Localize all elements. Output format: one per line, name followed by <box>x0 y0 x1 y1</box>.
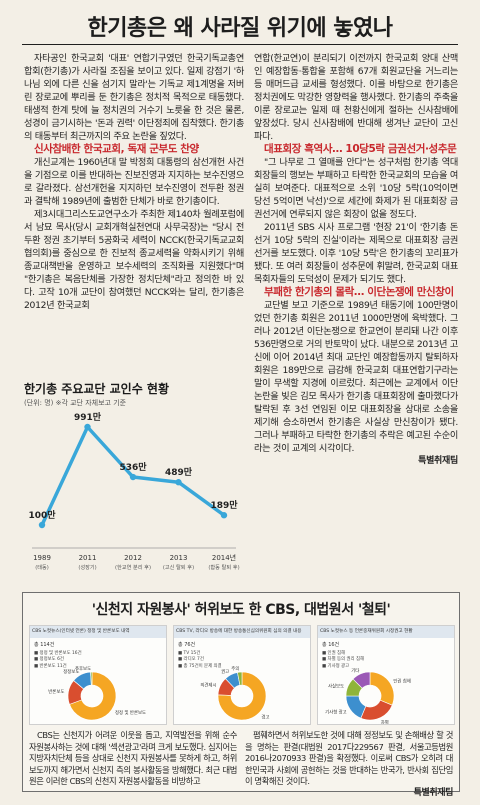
category-label: 1989 <box>33 554 51 562</box>
data-point <box>220 512 228 519</box>
data-point <box>38 521 46 529</box>
data-label: 100만 <box>28 509 56 521</box>
donut-slice <box>90 671 93 686</box>
box-right-paragraph: 폄훼하면서 허위보도한 것에 대해 정정보도 및 손해배상 할 것을 명하는 판… <box>245 730 453 787</box>
panel-row: ■ 반론보도 11건 <box>34 663 67 669</box>
panel1-total: 총 114건 <box>34 642 55 648</box>
donut-slice <box>217 671 267 721</box>
donut-slice <box>69 671 117 721</box>
box-right-text: 폄훼하면서 허위보도한 것에 대해 정정보도 및 손해배상 할 것을 명하는 판… <box>245 730 453 800</box>
data-point <box>175 479 182 486</box>
panel-row: ■ 기사형 광고 <box>322 663 350 669</box>
box-left-paragraph: CBS는 신천지가 어려운 이웃을 돕고, 지역발전을 위해 순수 자원봉사하는… <box>29 730 237 787</box>
panel-row: ■ 인권 침해 <box>322 651 346 656</box>
panel1-header: CBS 노컷뉴스(인터넷 언론) 정정 및 반론보도 내역 <box>30 626 166 638</box>
donut-label: 기타 <box>351 667 359 674</box>
box-byline: 특별취재팀 <box>413 787 454 798</box>
section2-paragraph-2: 2011년 SBS 시사 프로그램 '현장 21'이 '한기총 돈선거 10당 … <box>254 222 458 285</box>
headline: 한기총은 왜 사라질 위기에 놓였나 <box>87 16 394 41</box>
panel-row: ■ 정정 및 반론보도 16건 <box>34 651 82 656</box>
section3-title: 부패한 한기총의 몰락… 이단논쟁에 만신창이 <box>264 286 454 298</box>
section2-title: 대표회장 흑역사… 10당5락 금권선거·성추문 <box>264 143 457 155</box>
donut-label: 차별 <box>381 719 389 724</box>
data-label: 991만 <box>74 411 102 423</box>
donut-label: 권고 <box>221 668 229 675</box>
donut-slice <box>369 671 395 706</box>
panel-row: ■ 차별 등의 권리 침해 <box>322 657 365 663</box>
donut-label: 정정보도 <box>63 668 79 675</box>
chart-title: 한기총 주요교단 교인수 현황 <box>24 382 170 396</box>
data-point <box>84 423 91 431</box>
donut-label: 추후보도 <box>75 666 91 672</box>
donut-label: 반론보도 <box>48 688 64 695</box>
panel-row: ■ TV 15건 <box>178 651 201 656</box>
category-note: (태동) <box>35 563 49 571</box>
donut-label: 의견제시 <box>200 681 216 688</box>
donut-slice <box>237 671 243 686</box>
headline-rule <box>22 44 458 45</box>
panel3-total: 총 16건 <box>322 642 340 648</box>
section2-paragraph-1: "그 나무로 그 열매를 안다"는 성구처럼 한기총 역대 회장들의 행보는 부… <box>254 157 458 220</box>
section1-paragraph-2: 제3시대그리스도교연구소가 주최한 제140차 월례포럼에서 남묘 목사(당시 … <box>24 209 244 311</box>
box-title: '신천지 자원봉사' 허위보도 한 CBS, 대법원서 '철퇴' <box>91 602 391 618</box>
category-label: 2012 <box>124 554 142 562</box>
donut-label: 경고 <box>261 713 269 720</box>
data-label: 489만 <box>165 466 193 478</box>
category-note: (성장기) <box>78 563 96 571</box>
panel-row: ■ 라디오 7건 <box>178 657 204 663</box>
donut-label: 사실보도 <box>328 682 344 689</box>
left-column: 자타공인 한국교회 '대표' 연합기구였던 한국기독교총연합회(한기총)가 사라… <box>24 52 244 312</box>
donut-label: 주의 <box>231 665 239 672</box>
data-label: 189만 <box>210 499 238 511</box>
panel3-rows: ■ 인권 침해 ■ 차별 등의 권리 침해 ■ 기사형 광고 <box>322 651 454 670</box>
section1-paragraph-1: 개신교계는 1960년대 말 박정희 대통령의 삼선개헌 사건을 기점으로 이를… <box>24 157 244 207</box>
panel2-header: CBS TV, 라디오 방송에 대한 방송통신심의위원회 심의 의결 내용 <box>174 626 310 638</box>
data-label: 536만 <box>119 461 147 473</box>
panel1-rows: ■ 정정 및 반론보도 16건 ■ 정정보도 6건 ■ 반론보도 11건 <box>34 651 166 670</box>
intro-paragraph: 자타공인 한국교회 '대표' 연합기구였던 한국기독교총연합회(한기총)가 사라… <box>24 53 244 142</box>
panel-noccut: CBS 노컷뉴스(인터넷 언론) 정정 및 반론보도 내역 총 114건 ■ 정… <box>29 625 167 725</box>
donut-label: 기사형 광고 <box>325 709 347 716</box>
category-label: 2014년 <box>212 553 236 562</box>
right-intro-paragraph: 연합(한교연)이 분리되기 이전까지 한국교회 양대 산맥인 예장합동·통합을 … <box>254 53 458 142</box>
category-note: (한교연 분리 후) <box>115 563 151 571</box>
category-label: 2011 <box>79 554 97 562</box>
panel-row: ■ 정정보도 6건 <box>34 657 64 663</box>
donut-label: 인권 침해 <box>393 677 411 684</box>
chart-plot: 100만 1989(태동) 991만 2011(성장기) 536만 2012(한교연 분리… <box>28 411 239 571</box>
right-column: 연합(한교연)이 분리되기 이전까지 한국교회 양대 산맥인 예장합동·통합을 … <box>254 52 458 468</box>
panel-arbitration: CBS 노컷뉴스 등 언론중재위원회 시정권고 현황 총 16건 ■ 인권 침해… <box>317 625 455 725</box>
donut-slice <box>352 671 371 689</box>
panel3-header: CBS 노컷뉴스 등 언론중재위원회 시정권고 현황 <box>318 626 454 638</box>
cbs-box: '신천지 자원봉사' 허위보도 한 CBS, 대법원서 '철퇴' CBS 노컷뉴… <box>22 592 460 798</box>
box-left-text: CBS는 신천지가 어려운 이웃을 돕고, 지역발전을 위해 순수 자원봉사하는… <box>29 730 237 788</box>
members-chart: 한기총 주요교단 교인수 현황 (단위: 명) ※각 교단 자체보고 기준 10… <box>24 380 244 585</box>
donut-label: 정정 및 반론보도 <box>115 709 146 716</box>
data-point <box>129 473 137 481</box>
category-label: 2013 <box>170 554 188 562</box>
category-note: (고신 탈퇴 후) <box>163 563 194 571</box>
panel-row: ■ 총 75건이 문제 의결 <box>178 663 222 669</box>
panel2-total: 총 76건 <box>178 642 196 648</box>
section1-title: 신사참배한 한국교회, 독재 군부도 찬양 <box>34 143 199 155</box>
chart-subtitle: (단위: 명) ※각 교단 자체보고 기준 <box>24 399 127 407</box>
panel-broadcast: CBS TV, 라디오 방송에 대한 방송통신심의위원회 심의 의결 내용 총 … <box>173 625 311 725</box>
section3-paragraph-1: 교단별 보고 기준으로 1989년 태동기에 100만명이었던 한기총 회원은 … <box>254 300 458 454</box>
donut-slice <box>360 699 393 721</box>
panel2-rows: ■ TV 15건 ■ 라디오 7건 ■ 총 75건이 문제 의결 <box>178 651 310 670</box>
category-note: (합동 탈퇴 후) <box>208 563 239 571</box>
byline: 특별취재팀 <box>418 456 458 466</box>
